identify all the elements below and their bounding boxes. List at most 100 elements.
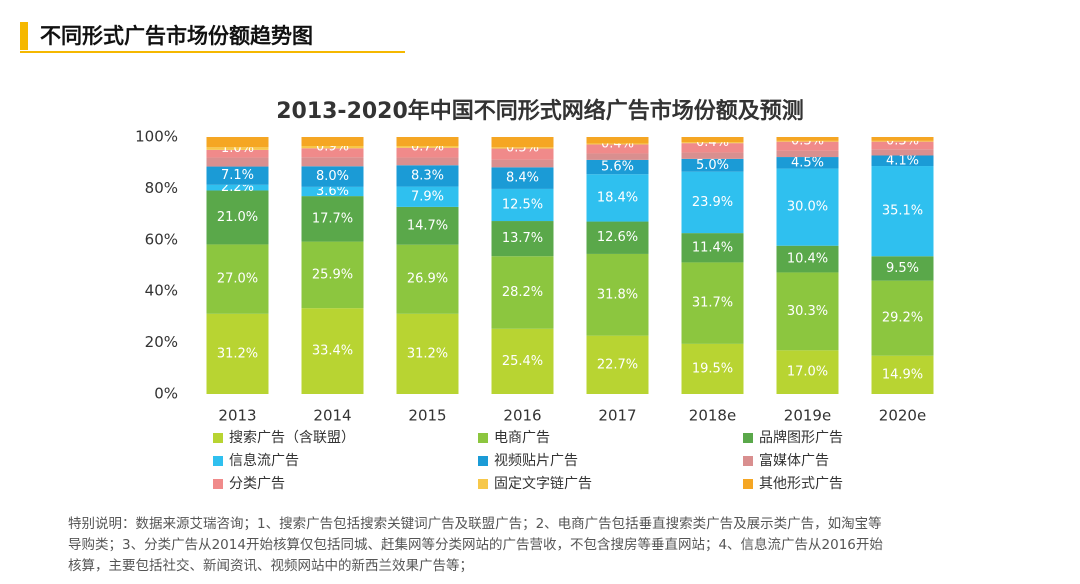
- data-label: 27.0%: [217, 272, 258, 287]
- legend-swatch: [478, 479, 488, 489]
- data-label: 9.5%: [886, 261, 919, 276]
- header-title: 不同形式广告市场份额趋势图: [40, 24, 313, 48]
- data-label: 31.7%: [692, 296, 733, 311]
- bar-segment: [396, 186, 459, 207]
- bar-segment: [586, 159, 649, 175]
- bar-segment: [491, 159, 554, 168]
- y-tick-label: 20%: [145, 333, 178, 351]
- note-line: 核算，主要包括社交、新闻资讯、视频网站中的新西兰效果广告等；: [68, 557, 473, 574]
- bar-segment: [206, 244, 269, 314]
- bar-segment: [776, 137, 839, 141]
- legend-label: 视频贴片广告: [494, 453, 578, 469]
- legend-label: 富媒体广告: [759, 452, 829, 469]
- bar-segment: [776, 141, 839, 151]
- bar-segment: [681, 158, 744, 172]
- bar-segment: [681, 233, 744, 263]
- data-label: 12.6%: [597, 230, 638, 245]
- data-label: 33.4%: [312, 344, 353, 359]
- data-label: 8.4%: [506, 171, 539, 186]
- note-line: 特别说明：数据来源艾瑞咨询；1、搜索广告包括搜索关键词广告及联盟广告；2、电商广…: [68, 515, 882, 532]
- bar-segment: [871, 149, 934, 156]
- bar-segment: [206, 184, 269, 191]
- x-tick-label: 2016: [503, 407, 541, 425]
- data-label: 5.6%: [601, 160, 634, 175]
- data-label: 14.9%: [882, 367, 923, 382]
- note-line: 导购类；3、分类广告从2014开始核算仅包括同城、赶集网等分类网站的广告营收，不…: [68, 536, 883, 553]
- data-label: 23.9%: [692, 195, 733, 210]
- legend-label: 品牌图形广告: [759, 429, 843, 446]
- data-label: 0.3%: [791, 134, 824, 149]
- note: 特别说明：数据来源艾瑞咨询；1、搜索广告包括搜索关键词广告及联盟广告；2、电商广…: [68, 515, 883, 574]
- data-label: 8.3%: [411, 168, 444, 183]
- bar-segment: [871, 155, 934, 167]
- bar-segment: [491, 167, 554, 189]
- bar-segment: [301, 186, 364, 197]
- bar-segment: [301, 241, 364, 309]
- data-label: 31.8%: [597, 287, 638, 302]
- data-label: 4.5%: [791, 155, 824, 170]
- x-tick-label: 2013: [218, 407, 256, 425]
- data-label: 17.7%: [312, 211, 353, 226]
- data-label: 3.6%: [316, 184, 349, 199]
- bar-segment: [776, 150, 839, 158]
- legend-swatch: [213, 433, 223, 443]
- bar-segment: [301, 166, 364, 187]
- x-tick-label: 2020e: [879, 407, 926, 425]
- bar-segment: [586, 144, 649, 154]
- bar-segment: [491, 188, 554, 222]
- data-label: 5.0%: [696, 158, 729, 173]
- x-tick-label: 2018e: [689, 407, 736, 425]
- legend-label: 固定文字链广告: [494, 476, 592, 492]
- data-label: 30.0%: [787, 200, 828, 215]
- bar-segment: [871, 355, 934, 394]
- bar-segment: [681, 262, 744, 344]
- data-label: 19.5%: [692, 361, 733, 376]
- chart-title: 2013-2020年中国不同形式网络广告市场份额及预测: [276, 98, 804, 124]
- bar-segment: [871, 166, 934, 257]
- bar-segment: [396, 206, 459, 245]
- data-label: 12.5%: [502, 197, 543, 212]
- data-label: 4.1%: [886, 153, 919, 168]
- legend-swatch: [743, 479, 753, 489]
- legend-label: 其他形式广告: [759, 476, 843, 492]
- x-tick-label: 2017: [598, 407, 636, 425]
- data-label: 28.2%: [502, 285, 543, 300]
- y-tick-label: 0%: [154, 385, 178, 403]
- bar-segment: [586, 174, 649, 222]
- bar-segment: [776, 168, 839, 246]
- bar-segment: [776, 157, 839, 169]
- bar-segment: [586, 335, 649, 394]
- bar-segment: [301, 157, 364, 167]
- y-tick-label: 60%: [145, 230, 178, 248]
- data-label: 14.7%: [407, 218, 448, 233]
- legend-label: 信息流广告: [229, 452, 299, 469]
- y-tick-label: 40%: [145, 282, 178, 300]
- legend-swatch: [743, 433, 753, 443]
- bar-segment: [206, 190, 269, 245]
- bar-segment: [871, 137, 934, 141]
- data-label: 26.9%: [407, 272, 448, 287]
- header-marker: [20, 22, 28, 50]
- bar-segment: [871, 140, 934, 142]
- bar-segment: [586, 221, 649, 254]
- legend-swatch: [213, 479, 223, 489]
- bar-segment: [491, 148, 554, 160]
- data-label: 18.4%: [597, 190, 638, 205]
- bar-segment: [491, 221, 554, 257]
- bar-segment: [776, 245, 839, 273]
- bar-segment: [206, 313, 269, 394]
- bar-segment: [586, 153, 649, 160]
- y-tick-label: 100%: [135, 128, 178, 146]
- bar-segment: [206, 137, 269, 148]
- bar-segment: [396, 145, 459, 148]
- bar-segment: [491, 328, 554, 394]
- data-label: 7.9%: [411, 189, 444, 204]
- legend-swatch: [213, 456, 223, 466]
- legend-swatch: [743, 456, 753, 466]
- bar-segment: [396, 165, 459, 187]
- legend-swatch: [478, 433, 488, 443]
- bar-segment: [776, 272, 839, 351]
- bar-segment: [681, 343, 744, 394]
- data-label: 30.3%: [787, 304, 828, 319]
